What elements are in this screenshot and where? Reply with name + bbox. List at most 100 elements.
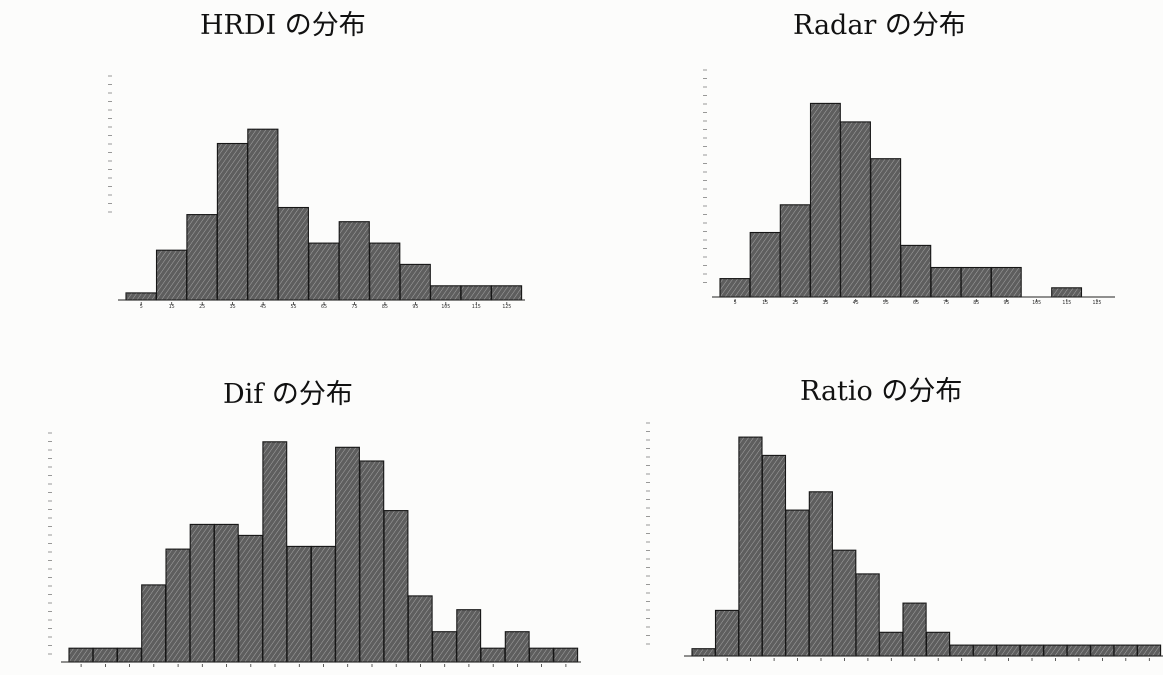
ratio-bar (879, 631, 904, 657)
radar-x-tick-label: 115 (1062, 300, 1071, 306)
radar-bar (990, 266, 1022, 298)
hrdi-bar (186, 214, 218, 301)
dif-bar (262, 441, 288, 663)
dif-bar (432, 631, 457, 663)
hrdi-x-tick-label: 5 (140, 304, 143, 310)
hrdi-bar (277, 206, 309, 301)
ratio-bar (996, 644, 1021, 657)
ratio-bar (855, 573, 880, 657)
radar-chart-title: Radar の分布 (793, 10, 966, 41)
dif-chart-title: Dif の分布 (223, 379, 353, 410)
hrdi-y-scale (108, 75, 112, 213)
ratio-bar (1066, 644, 1091, 657)
dif-bar (553, 647, 579, 663)
hrdi-x-tick-label: 35 (230, 304, 236, 310)
hrdi-x-tick-label: 45 (260, 304, 266, 310)
hrdi-x-tick-label: 25 (199, 304, 205, 310)
ratio-bar (949, 644, 974, 657)
radar-x-tick-label: 65 (913, 300, 919, 306)
radar-x-tick-label: 45 (853, 300, 859, 306)
ratio-chart (646, 422, 1163, 661)
dif-bar (141, 584, 167, 663)
ratio-bar (832, 549, 857, 657)
dif-bar (480, 647, 506, 663)
hrdi-chart-title: HRDI の分布 (200, 10, 366, 41)
radar-bar (719, 278, 751, 298)
dif-bar (383, 510, 409, 663)
ratio-chart-title: Ratio の分布 (800, 376, 963, 407)
radar-bar (870, 158, 902, 298)
radar-y-scale (703, 69, 707, 283)
hrdi-bar (430, 285, 462, 301)
radar-x-tick-label: 125 (1092, 300, 1101, 306)
radar-x-tick-label: 25 (792, 300, 798, 306)
radar-bar (809, 102, 841, 298)
radar-x-tick-label: 75 (943, 300, 949, 306)
ratio-bar (1043, 644, 1068, 657)
radar-x-tick-label: 105 (1032, 300, 1041, 306)
dif-bar (68, 647, 94, 663)
dif-bar (359, 460, 385, 663)
radar-bar (900, 244, 932, 298)
hrdi-chart: 5 15 25 35 45 55 65 75 85 95 105 115 125 (108, 75, 525, 310)
dif-bar (504, 631, 530, 663)
hrdi-x-tick-label: 75 (351, 304, 357, 310)
ratio-bar (785, 509, 810, 657)
radar-chart: 5 15 25 35 45 55 65 75 85 95 105 115 125 (703, 69, 1115, 306)
radar-bar (960, 266, 992, 298)
ratio-bar (925, 631, 951, 657)
dif-bar (165, 548, 191, 663)
hrdi-bar (125, 292, 157, 301)
hrdi-x-tick-label: 65 (321, 304, 327, 310)
hrdi-x-tick-label: 95 (412, 304, 418, 310)
radar-bar (749, 231, 781, 298)
hrdi-x-tick-label: 125 (502, 304, 511, 310)
hrdi-bar (247, 128, 279, 301)
hrdi-bar (338, 221, 370, 301)
dif-chart (48, 432, 581, 667)
dif-bar (407, 595, 433, 663)
dif-bar (456, 609, 482, 663)
dif-bar (310, 545, 336, 663)
ratio-bar (972, 644, 998, 657)
radar-x-tick-label: 15 (762, 300, 768, 306)
ratio-bar (761, 454, 787, 657)
ratio-bar (1136, 644, 1162, 657)
hrdi-bar (369, 242, 401, 301)
dif-bar (286, 545, 312, 663)
radar-bar (1051, 287, 1083, 298)
radar-bar (779, 204, 811, 298)
ratio-bar (1113, 644, 1138, 657)
chart-root: 5 15 25 35 45 55 65 75 85 95 105 115 125 5 15 25 35 45 55 6… (48, 69, 1163, 667)
hrdi-x-tick-label: 55 (290, 304, 296, 310)
dif-bar (116, 647, 142, 663)
ratio-bar (1019, 644, 1044, 657)
ratio-bar (714, 609, 740, 657)
ratio-bar (808, 491, 833, 657)
dif-bar (335, 446, 360, 663)
radar-x-tick-label: 5 (734, 300, 737, 306)
hrdi-x-tick-label: 115 (472, 304, 481, 310)
radar-x-tick-label: 95 (1003, 300, 1009, 306)
ratio-bar (902, 602, 927, 657)
hrdi-bar (399, 263, 431, 301)
ratio-bar (738, 436, 763, 657)
ratio-bar (1090, 644, 1115, 657)
ratio-bar (691, 648, 716, 657)
radar-bar (930, 266, 962, 298)
hrdi-x-tick-label: 105 (441, 304, 450, 310)
dif-bar (213, 523, 239, 663)
dif-bar (528, 647, 554, 663)
hrdi-bar (308, 242, 340, 301)
hrdi-x-tick-label: 15 (169, 304, 175, 310)
ratio-y-scale (646, 422, 650, 645)
hrdi-bar (216, 142, 249, 301)
radar-bar (840, 121, 871, 298)
dif-y-scale (48, 432, 52, 655)
dif-bar (92, 647, 118, 663)
radar-x-tick-label: 35 (822, 300, 828, 306)
hrdi-bar (155, 249, 188, 301)
hrdi-bar (490, 285, 523, 301)
